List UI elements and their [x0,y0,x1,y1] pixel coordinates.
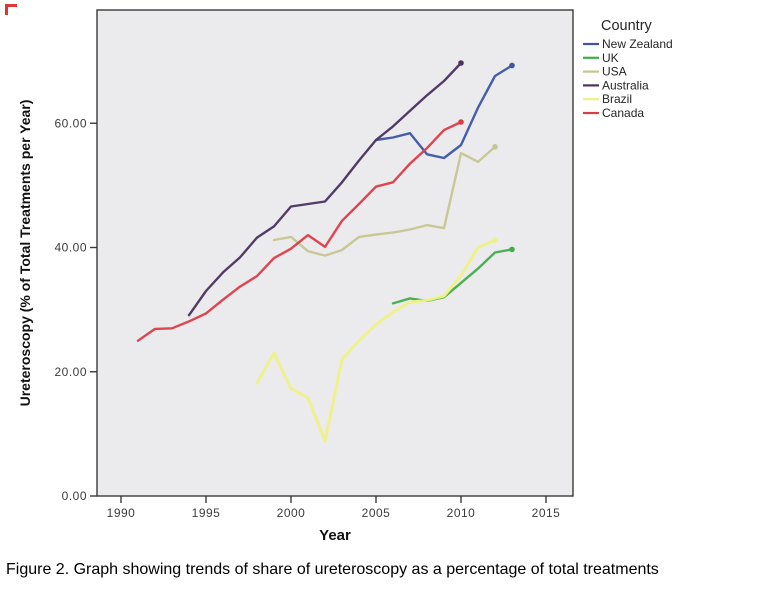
legend-item-label: New Zealand [602,37,673,51]
legend-item-label: Canada [602,106,644,120]
y-tick-label: 40.00 [54,241,87,255]
legend-item-label: Australia [602,78,649,92]
series-end-marker-canada [458,119,464,125]
series-line-brazil [255,238,497,443]
y-tick-label: 60.00 [54,116,87,130]
series-line-australia [187,61,463,317]
series-end-marker-usa [492,144,498,150]
legend-item-label: Brazil [602,92,632,106]
y-tick-label: 20.00 [54,365,87,379]
x-tick-label: 2000 [277,506,306,520]
x-axis-title: Year [319,527,351,544]
y-axis-title: Ureteroscopy (% of Total Treatments per … [17,100,33,407]
series-line-usa [272,145,497,257]
series-line-uk [391,248,514,305]
red-corner-mark [5,4,17,15]
series-end-marker-australia [458,60,464,66]
series-line-canada [136,120,463,342]
legend-item-label: UK [602,51,619,65]
x-tick-label: 1990 [107,506,136,520]
x-tick-label: 2015 [532,506,561,520]
x-tick-label: 1995 [192,506,221,520]
series-end-marker-brazil [492,237,498,243]
y-tick-label: 0.00 [62,489,87,503]
series-end-marker-uk [509,246,515,253]
legend-item-label: USA [602,65,627,79]
series-end-marker-new-zealand [509,62,515,69]
ticks-layer: 1990 1995 2000 2005 2010 2015 0.00 20.00 40.00 60… [54,116,561,520]
legend-title: Country [601,18,653,34]
figure-caption: Figure 2. Graph showing trends of share … [6,561,659,578]
x-tick-label: 2005 [362,506,391,520]
line-chart: 1990 1995 2000 2005 2010 2015 0.00 20.00 40.00 60… [17,9,673,544]
series-layer [136,60,515,443]
x-tick-label: 2010 [447,506,476,520]
series-line-new-zealand [374,64,514,160]
